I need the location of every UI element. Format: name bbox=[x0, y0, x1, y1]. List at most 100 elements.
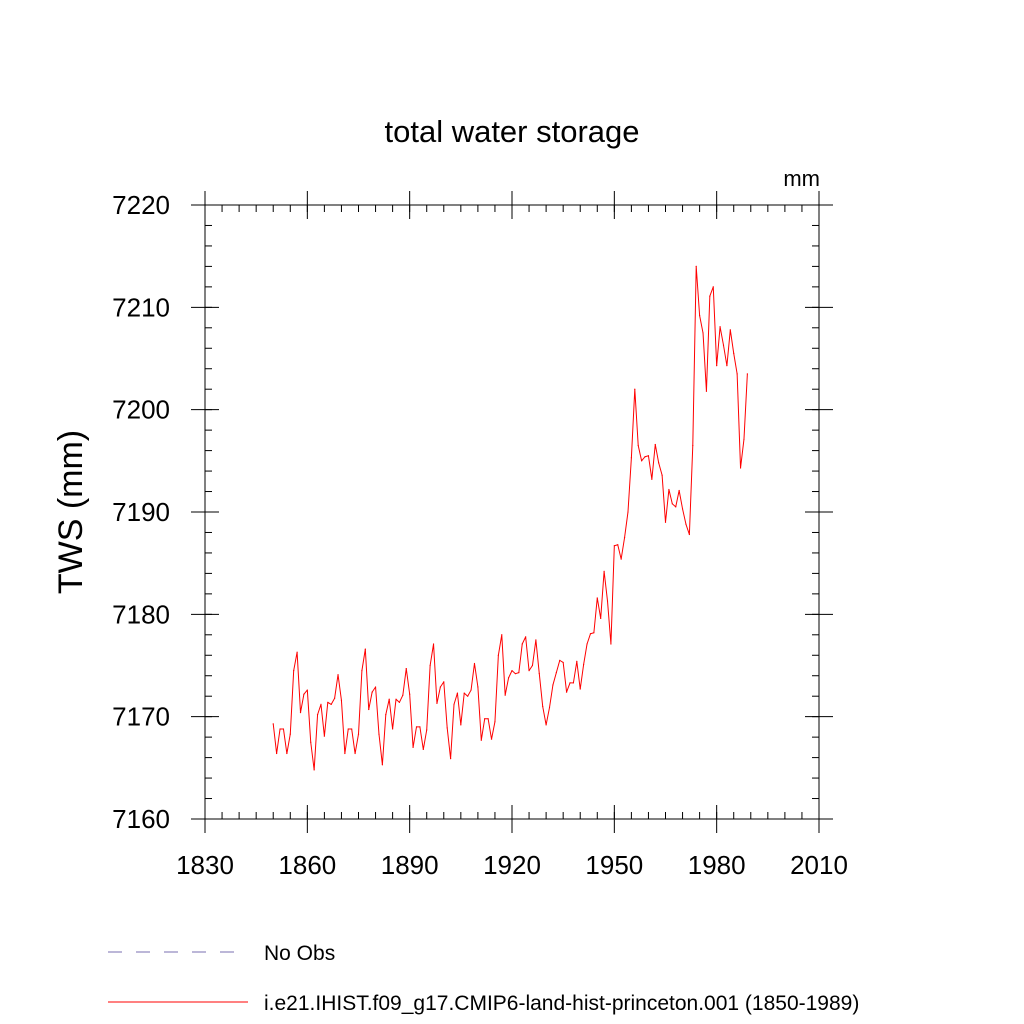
data-point bbox=[627, 511, 629, 513]
data-point bbox=[385, 714, 387, 716]
data-point bbox=[675, 506, 677, 508]
data-point bbox=[310, 741, 312, 743]
data-point bbox=[695, 265, 697, 267]
data-point bbox=[719, 326, 721, 328]
data-point bbox=[743, 438, 745, 440]
y-tick-label: 7220 bbox=[112, 190, 170, 220]
legend-label: i.e21.IHIST.f09_g17.CMIP6-land-hist-prin… bbox=[264, 992, 859, 1015]
y-tick-label: 7180 bbox=[112, 599, 170, 629]
data-point bbox=[603, 570, 605, 572]
data-point bbox=[514, 673, 517, 675]
data-point bbox=[395, 698, 397, 700]
legend: No Obs i.e21.IHIST.f09_g17.CMIP6-land-his… bbox=[108, 942, 859, 1015]
data-point bbox=[569, 682, 571, 684]
data-point bbox=[606, 600, 609, 602]
data-point bbox=[521, 643, 523, 645]
data-point bbox=[320, 703, 322, 705]
data-point bbox=[296, 651, 298, 653]
data-point bbox=[504, 694, 506, 696]
x-tick-label: 1980 bbox=[688, 850, 746, 880]
data-point bbox=[668, 488, 670, 491]
data-point bbox=[528, 670, 530, 672]
y-tick-label: 7210 bbox=[112, 292, 170, 322]
data-point bbox=[313, 769, 315, 771]
data-point bbox=[327, 701, 329, 703]
data-point bbox=[651, 478, 653, 480]
x-tick-label: 1920 bbox=[483, 850, 541, 880]
data-point bbox=[630, 457, 632, 459]
x-tick-label: 2010 bbox=[790, 850, 848, 880]
x-tick-label: 1830 bbox=[176, 850, 234, 880]
y-tick-labels: 7160 7170 7180 7190 7200 7210 7220 bbox=[112, 190, 170, 834]
data-point bbox=[364, 648, 366, 650]
data-point bbox=[576, 660, 578, 663]
data-point bbox=[589, 633, 592, 635]
data-point bbox=[470, 689, 472, 691]
data-point bbox=[378, 733, 380, 735]
x-tick-labels: 1830 1860 1890 1920 1950 1980 2010 bbox=[176, 850, 848, 880]
y-axis-label: TWS (mm) bbox=[52, 430, 90, 594]
data-point bbox=[429, 664, 431, 667]
major-ticks bbox=[191, 191, 833, 833]
data-point bbox=[722, 344, 725, 346]
data-point bbox=[453, 703, 455, 705]
data-point bbox=[555, 672, 557, 674]
data-point bbox=[623, 536, 626, 539]
data-point bbox=[531, 664, 534, 667]
data-point bbox=[392, 728, 394, 730]
series-points bbox=[272, 265, 748, 771]
data-point bbox=[487, 718, 489, 720]
data-point bbox=[436, 702, 438, 704]
data-point bbox=[658, 462, 660, 464]
data-point bbox=[480, 739, 482, 741]
data-point bbox=[371, 691, 373, 693]
data-point bbox=[688, 533, 690, 536]
data-point bbox=[490, 738, 493, 740]
data-point bbox=[511, 670, 513, 672]
data-point bbox=[460, 724, 462, 726]
data-point bbox=[709, 295, 711, 297]
data-point bbox=[477, 686, 479, 688]
y-tick-label: 7200 bbox=[112, 395, 170, 425]
data-point bbox=[286, 752, 288, 755]
data-point bbox=[518, 672, 520, 674]
data-point bbox=[344, 752, 346, 755]
data-point bbox=[559, 659, 561, 661]
data-point bbox=[354, 752, 356, 755]
data-point bbox=[282, 728, 285, 730]
data-point bbox=[572, 682, 575, 684]
data-point bbox=[661, 474, 663, 476]
data-point bbox=[337, 674, 339, 676]
data-point bbox=[726, 365, 728, 367]
data-point bbox=[443, 681, 445, 683]
x-tick-label: 1950 bbox=[585, 850, 643, 880]
data-point bbox=[538, 673, 540, 675]
data-point bbox=[398, 701, 401, 703]
data-point bbox=[699, 314, 701, 317]
data-point bbox=[613, 545, 615, 547]
data-point bbox=[330, 703, 332, 705]
data-point bbox=[450, 758, 452, 760]
data-point bbox=[306, 689, 308, 691]
y-tick-label: 7170 bbox=[112, 702, 170, 732]
data-point bbox=[562, 661, 564, 664]
data-point bbox=[422, 748, 424, 751]
data-point bbox=[340, 699, 343, 701]
units-label: mm bbox=[783, 166, 820, 191]
legend-label: No Obs bbox=[264, 942, 335, 965]
data-point bbox=[586, 643, 588, 645]
data-point bbox=[654, 443, 656, 446]
data-point bbox=[347, 728, 349, 730]
data-point bbox=[402, 694, 404, 696]
data-point bbox=[620, 558, 622, 560]
data-point bbox=[634, 388, 636, 390]
data-point bbox=[535, 639, 537, 641]
data-point bbox=[525, 636, 527, 638]
data-point bbox=[303, 693, 305, 695]
data-point bbox=[494, 721, 496, 723]
data-point bbox=[323, 735, 325, 737]
data-point bbox=[276, 752, 278, 755]
data-point bbox=[351, 728, 353, 730]
data-point bbox=[716, 365, 718, 367]
